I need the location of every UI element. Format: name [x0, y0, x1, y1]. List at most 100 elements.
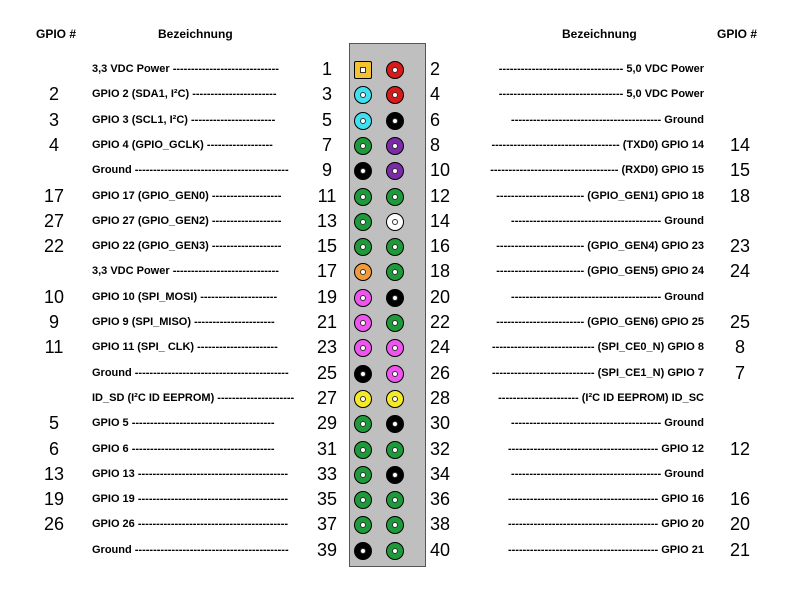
pin-description-text: ---------------------------- (SPI_CE1_N)…: [492, 366, 704, 379]
pin-number: 29: [316, 413, 338, 434]
pin-28-icon: [386, 389, 404, 408]
pin-description-text: GPIO 11 (SPI_ CLK) ---------------------…: [92, 341, 278, 354]
pin-number: 30: [430, 413, 451, 434]
pin-30-icon: [386, 415, 404, 434]
pin-number: 12: [430, 185, 451, 206]
pin-description-text: GPIO 6 ---------------------------------…: [92, 442, 275, 455]
pin-4-icon: [386, 86, 404, 105]
pin-description: GPIO 6 ---------------------------------…: [92, 443, 304, 455]
pin-description: GPIO 3 (SCL1, I²C) ---------------------…: [92, 114, 304, 126]
pin-description-text: GPIO 27 (GPIO_GEN2) -------------------: [92, 214, 282, 227]
gpio-number: 23: [729, 236, 751, 257]
pin-description: ---------------------------------- 5,0 V…: [470, 88, 704, 100]
pin-number: 26: [430, 362, 451, 383]
pin-description: GPIO 27 (GPIO_GEN2) -------------------: [92, 215, 304, 227]
gpio-number: 19: [43, 489, 65, 510]
gpio-number: 22: [43, 236, 65, 257]
pin-number: 6: [430, 109, 441, 130]
pin-description: ----------------------------------------…: [470, 114, 704, 126]
pin-11-icon: [354, 187, 372, 206]
pin-number: 18: [430, 261, 451, 282]
pin-description-text: ---------------------------------- 5,0 V…: [498, 88, 704, 101]
pin-number: 17: [316, 261, 338, 282]
pin-number: 31: [316, 438, 338, 459]
pin-description: 3,3 VDC Power --------------------------…: [92, 265, 304, 277]
pin-description-text: GPIO 17 (GPIO_GEN0) -------------------: [92, 189, 282, 202]
pin-5-icon: [354, 111, 372, 130]
pin-description-text: ---------------------- (I²C ID EEPROM) I…: [498, 391, 704, 404]
pin-description: ----------------------------------------…: [470, 468, 704, 480]
pin-description-text: ----------------------------------------…: [507, 543, 704, 556]
pin-description: ----------------------------------------…: [470, 215, 704, 227]
pin-14-icon: [386, 212, 404, 231]
pin-15-icon: [354, 238, 372, 257]
pin-description-text: ----------------------------------------…: [507, 493, 704, 506]
pin-description-text: GPIO 26 --------------------------------…: [92, 518, 289, 531]
pin-number: 14: [430, 210, 451, 231]
pin-40-icon: [386, 541, 404, 560]
pin-number: 23: [316, 337, 338, 358]
pin-description: GPIO 5 ---------------------------------…: [92, 417, 304, 429]
pin-number: 39: [316, 539, 338, 560]
pin-description-text: ----------------------------------- (RXD…: [490, 164, 704, 177]
pin-29-icon: [354, 415, 372, 434]
pin-number: 27: [316, 387, 338, 408]
pin-description-text: ---------------------------------- 5,0 V…: [498, 63, 704, 75]
pin-description: GPIO 19 --------------------------------…: [92, 493, 304, 505]
pin-19-icon: [354, 288, 372, 307]
pin-number: 20: [430, 286, 451, 307]
pin-description: GPIO 10 (SPI_MOSI) ---------------------: [92, 291, 304, 303]
pin-13-icon: [354, 212, 372, 231]
header-bezeichnung-left: Bezeichnung: [158, 27, 233, 41]
pin-description-text: GPIO 22 (GPIO_GEN3) -------------------: [92, 240, 282, 253]
pin-number: 4: [430, 84, 441, 105]
pin-18-icon: [386, 263, 404, 282]
pin-description: ----------------------------------------…: [470, 417, 704, 429]
pin-32-icon: [386, 440, 404, 459]
pin-description: ----------------------------------- (RXD…: [470, 164, 704, 176]
pin-description: Ground ---------------------------------…: [92, 164, 304, 176]
gpio-number: 14: [729, 134, 751, 155]
pin-description: ---------------------- (I²C ID EEPROM) I…: [470, 392, 704, 404]
pin-number: 34: [430, 463, 451, 484]
pin-description: ------------------------ (GPIO_GEN1) GPI…: [470, 190, 704, 202]
gpio-number: 9: [48, 312, 59, 332]
gpio-number: 21: [729, 539, 751, 560]
gpio-number: 8: [734, 337, 745, 358]
pin-description: Ground ---------------------------------…: [92, 544, 304, 556]
pin-1-icon: [354, 61, 372, 79]
pin-20-icon: [386, 288, 404, 307]
pin-21-icon: [354, 314, 372, 332]
pin-description-text: ID_SD (I²C ID EEPROM) ------------------…: [92, 391, 295, 404]
pin-number: 22: [430, 312, 451, 332]
gpio-number: 10: [43, 286, 65, 307]
pin-description-text: GPIO 3 (SCL1, I²C) ---------------------…: [92, 113, 276, 126]
pin-description: ------------------------ (GPIO_GEN5) GPI…: [470, 265, 704, 277]
pin-number: 24: [430, 337, 451, 358]
pin-description: GPIO 22 (GPIO_GEN3) -------------------: [92, 240, 304, 252]
pin-23-icon: [354, 339, 372, 358]
pin-25-icon: [354, 364, 372, 383]
pin-24-icon: [386, 339, 404, 358]
pin-description: GPIO 4 (GPIO_GCLK) ------------------: [92, 139, 304, 151]
pin-26-icon: [386, 364, 404, 383]
pin-description-text: Ground ---------------------------------…: [92, 164, 289, 177]
pin-34-icon: [386, 465, 404, 484]
gpio-number: 3: [48, 109, 59, 130]
pin-8-icon: [386, 136, 404, 155]
pin-number: 36: [430, 489, 451, 510]
pin-number: 13: [316, 210, 338, 231]
pin-number: 25: [316, 362, 338, 383]
pin-description-text: 3,3 VDC Power --------------------------…: [92, 265, 279, 278]
pin-description-text: ----------------------------------------…: [511, 113, 704, 126]
pin-description: ----------------------------------------…: [470, 493, 704, 505]
gpio-number: 18: [729, 185, 751, 206]
pin-number: 21: [316, 312, 338, 332]
pin-number: 3: [321, 84, 332, 105]
pin-number: 35: [316, 489, 338, 510]
pin-description: ----------------------------------------…: [470, 443, 704, 455]
gpio-number: 13: [43, 463, 65, 484]
pin-number: 1: [321, 59, 332, 79]
pin-number: 10: [430, 160, 451, 181]
pin-number: 19: [316, 286, 338, 307]
